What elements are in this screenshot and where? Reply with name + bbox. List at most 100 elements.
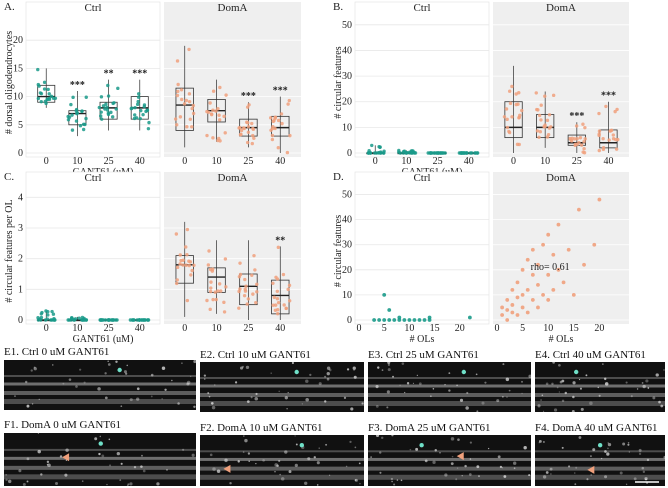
cell-speckle xyxy=(136,387,140,391)
cell-speckle xyxy=(328,474,331,476)
cell-speckle xyxy=(543,441,545,443)
cell-speckle xyxy=(99,435,102,438)
data-point-b-1-3 xyxy=(613,109,617,114)
data-point-a-0-1 xyxy=(81,122,86,126)
data-point-a-1-1 xyxy=(217,113,221,117)
data-point-a-1-0 xyxy=(187,47,191,52)
cell-speckle xyxy=(586,478,589,481)
cell-speckle xyxy=(387,368,391,372)
panel-label-d: D. xyxy=(333,171,344,183)
cell-speckle xyxy=(133,466,137,469)
x-axis-label-d-1: # OLs xyxy=(549,334,574,345)
data-point-a-1-0 xyxy=(180,97,184,102)
cell-speckle xyxy=(574,483,577,486)
cell-speckle xyxy=(502,363,505,366)
data-point-c-1-1 xyxy=(208,267,213,272)
fiber-band xyxy=(200,384,364,388)
x-tick-label-c-1-3: 40 xyxy=(275,323,285,334)
x-tick-label-c-0-0: 0 xyxy=(44,323,49,334)
cell-speckle xyxy=(412,382,415,385)
data-point-c-1-0 xyxy=(174,281,179,286)
x-tick-label-b-0-2: 25 xyxy=(433,156,443,167)
cell-speckle xyxy=(542,475,547,479)
cell-speckle xyxy=(551,382,554,386)
cell-speckle xyxy=(416,374,418,376)
cell-speckle xyxy=(456,384,458,387)
data-point-b-1-2 xyxy=(569,139,574,143)
data-point-a-0-0 xyxy=(39,99,43,104)
cell-speckle xyxy=(212,467,216,471)
cell-speckle xyxy=(358,462,361,465)
x-tick-label-b-1-0: 0 xyxy=(511,156,516,167)
data-point-a-0-2 xyxy=(109,110,113,115)
data-point-c-1-0 xyxy=(175,265,180,270)
cell-speckle xyxy=(549,467,553,471)
cell-speckle xyxy=(444,473,448,477)
cell-speckle xyxy=(502,396,504,398)
data-point-a-1-0 xyxy=(175,123,179,127)
cell-speckle xyxy=(318,447,320,449)
data-point-c-1-3 xyxy=(275,312,280,316)
data-point-a-0-0 xyxy=(43,99,48,104)
data-point-b-1-2 xyxy=(582,140,586,144)
data-point-b-1-3 xyxy=(607,138,611,142)
cell-speckle xyxy=(211,405,216,410)
data-point-c-1-1 xyxy=(211,297,215,302)
data-point-a-0-3 xyxy=(133,105,137,110)
data-point-c-1-3 xyxy=(276,245,281,250)
data-point-d-1-4 xyxy=(505,298,510,302)
data-point-b-0-3 xyxy=(475,151,480,155)
y-tick-label-c-2: 2 xyxy=(18,254,23,265)
cell-speckle xyxy=(466,391,469,395)
micrograph-drawing xyxy=(200,435,364,486)
fiber-band xyxy=(368,393,531,397)
data-point-d-1-38 xyxy=(597,197,602,202)
box-b-1-1 xyxy=(536,114,555,139)
cell-speckle xyxy=(171,379,173,382)
cell-speckle xyxy=(641,466,645,470)
significance-label-a-0-3: *** xyxy=(132,69,147,80)
cell-speckle xyxy=(409,448,412,451)
cell-speckle xyxy=(381,369,384,372)
x-tick-label-a-1-1: 10 xyxy=(212,156,222,167)
data-point-a-0-2 xyxy=(106,111,111,115)
data-point-b-1-2 xyxy=(570,136,574,140)
data-point-b-1-1 xyxy=(537,113,542,118)
cell-speckle xyxy=(375,435,380,437)
x-tick-label-a-0-0: 0 xyxy=(44,156,49,167)
data-point-c-1-1 xyxy=(223,257,228,261)
data-point-c-1-0 xyxy=(174,232,179,236)
cell-speckle xyxy=(538,439,542,443)
cell-speckle xyxy=(101,454,105,458)
cell-speckle xyxy=(513,461,517,465)
cell-speckle xyxy=(190,375,192,378)
data-point-c-1-0 xyxy=(184,245,188,249)
data-point-c-1-2 xyxy=(254,300,258,305)
y-tick-label-d-4: 40 xyxy=(342,215,352,226)
annotation-d: rho= 0.61 xyxy=(531,262,570,273)
cell-speckle xyxy=(279,473,281,476)
y-tick-label-b-5: 50 xyxy=(342,20,352,31)
data-point-c-1-3 xyxy=(281,272,286,277)
data-point-d-0-4 xyxy=(387,318,392,322)
data-point-a-0-0 xyxy=(47,96,51,101)
cell-speckle xyxy=(434,448,437,452)
y-axis-label-a: # dorsal oligodendrocytes xyxy=(4,31,15,134)
data-point-c-1-3 xyxy=(273,303,278,307)
cell-speckle xyxy=(579,387,582,390)
data-point-b-0-1 xyxy=(411,149,415,153)
facet-title-b-1: DomA xyxy=(546,2,576,14)
data-point-a-0-2 xyxy=(104,102,108,106)
x-tick-label-b-0-0: 0 xyxy=(373,156,378,167)
cell-speckle xyxy=(627,442,630,444)
data-point-b-1-1 xyxy=(537,135,541,139)
cell-speckle xyxy=(545,382,549,386)
cell-speckle xyxy=(541,394,544,397)
data-point-c-0-0 xyxy=(51,312,56,316)
data-point-a-1-1 xyxy=(218,139,222,143)
cell-speckle xyxy=(393,483,396,486)
data-point-d-1-23 xyxy=(541,293,545,297)
data-point-a-1-0 xyxy=(185,125,189,129)
cell-speckle xyxy=(79,368,82,371)
data-point-a-1-2 xyxy=(246,121,250,125)
